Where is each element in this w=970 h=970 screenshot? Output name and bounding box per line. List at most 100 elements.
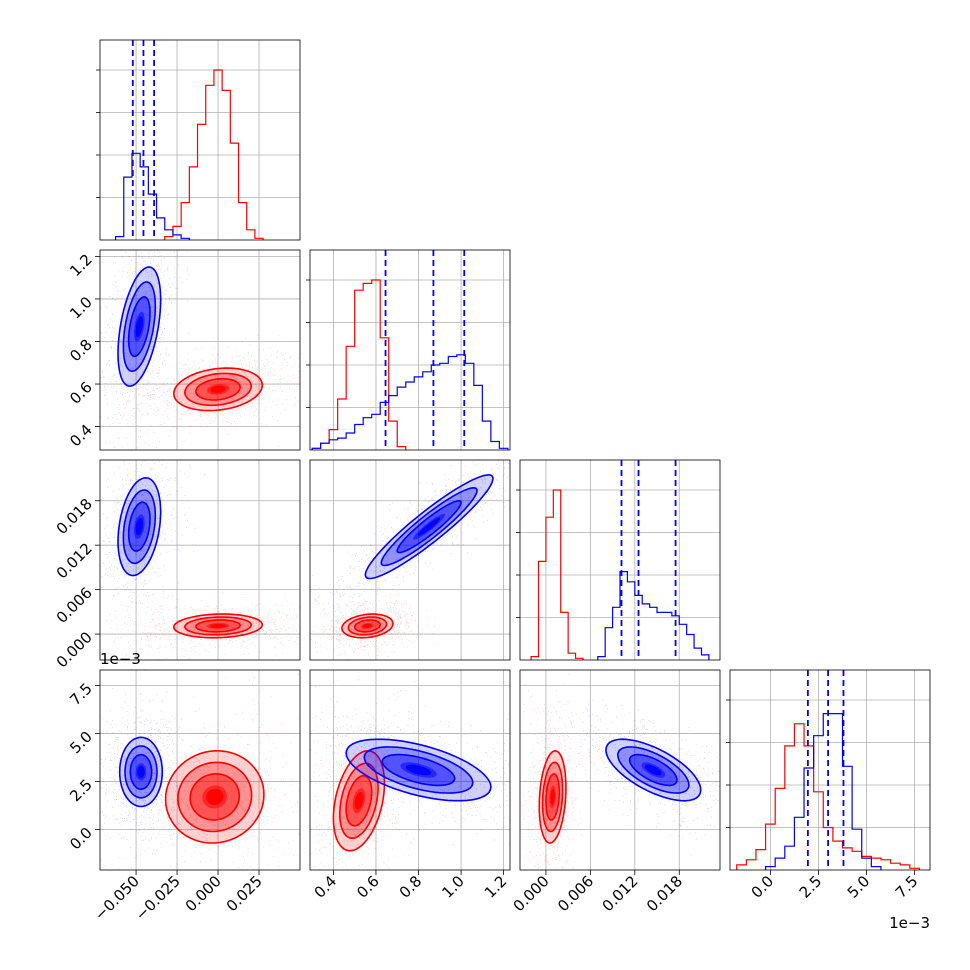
x-tick-label: 1.2 xyxy=(481,872,511,902)
histogram-area xyxy=(736,670,921,870)
joint-panel-3-1 xyxy=(309,669,511,871)
y-tick-label: 0.8 xyxy=(66,336,96,366)
panel-background xyxy=(100,670,300,870)
panel-background xyxy=(100,460,300,660)
contour-line xyxy=(363,746,474,794)
x-tick-label: 0.000 xyxy=(182,872,225,915)
histogram-area xyxy=(311,250,509,450)
y-tick-label: 1.2 xyxy=(66,250,96,280)
axes-frame xyxy=(519,459,721,661)
y-tick-label: 0.012 xyxy=(53,539,96,582)
grid-lines xyxy=(310,460,510,660)
density-core xyxy=(135,316,144,337)
axes-frame xyxy=(519,669,721,871)
x-tick-label: 7.5 xyxy=(892,872,922,902)
density-core xyxy=(135,518,144,536)
contour-line xyxy=(117,476,162,577)
histogram-area xyxy=(114,40,264,240)
contour-line xyxy=(124,745,158,799)
x-exponent-label: 1e−3 xyxy=(889,914,930,932)
histogram-panel-1 xyxy=(309,249,511,451)
histogram-red xyxy=(530,489,584,660)
density-area xyxy=(100,460,300,660)
y-axis-3: 0.0 2.5 5.0 7.5 xyxy=(66,679,100,853)
x-tick-label: 0.018 xyxy=(643,872,686,915)
contour-line xyxy=(347,616,388,636)
histogram-blue xyxy=(311,354,509,450)
joint-panel-2-1 xyxy=(309,459,511,661)
contour-line xyxy=(122,281,157,372)
y-tick-label: 1.0 xyxy=(66,293,96,323)
histogram-panel-2 xyxy=(519,459,721,661)
contour-line xyxy=(380,486,478,567)
contour-line xyxy=(345,775,373,827)
x-tick-label: 5.0 xyxy=(844,872,874,902)
y-axis-1: 0.4 0.6 0.8 1.0 1.2 xyxy=(66,250,100,450)
density-area xyxy=(520,674,720,870)
scatter-blue xyxy=(523,684,720,856)
y-tick-label: 5.0 xyxy=(66,728,96,758)
y-tick-label: 0.4 xyxy=(66,421,96,451)
histogram-blue xyxy=(597,571,710,660)
contour-line xyxy=(127,501,151,552)
density-area xyxy=(100,670,300,870)
x-axis-3: 0.0 2.5 5.0 7.5 xyxy=(748,870,922,902)
density-core xyxy=(206,788,224,805)
x-tick-label: 1.0 xyxy=(438,872,468,902)
y-tick-label: 2.5 xyxy=(66,776,96,806)
y-tick-label: 7.5 xyxy=(66,679,96,709)
contour-line xyxy=(177,761,253,833)
axes-frame xyxy=(309,459,511,661)
y-tick-label: 0.6 xyxy=(66,378,96,408)
contour-line xyxy=(364,474,494,580)
density-core xyxy=(550,788,555,805)
density-area xyxy=(310,670,510,869)
density-core xyxy=(137,765,145,778)
grid-lines xyxy=(100,250,300,450)
contour-line xyxy=(189,773,241,821)
contour-line xyxy=(122,489,157,565)
scatter-points xyxy=(523,684,720,856)
axes-frame xyxy=(309,249,511,451)
y-tick-label: 0.0 xyxy=(66,824,96,854)
grid-lines xyxy=(310,670,510,870)
contour-line xyxy=(628,753,678,787)
scatter-blue xyxy=(100,670,205,870)
x-tick-label: −0.025 xyxy=(132,872,184,924)
panel-background xyxy=(730,670,930,870)
histogram-blue xyxy=(114,152,190,240)
histogram-area xyxy=(530,460,710,660)
contour-line xyxy=(164,750,265,844)
contour-line xyxy=(353,619,382,633)
x-tick-label: 0.0 xyxy=(748,872,778,902)
contour-line xyxy=(127,295,151,358)
joint-panel-3-0 xyxy=(99,669,301,871)
x-tick-label: 0.8 xyxy=(396,872,426,902)
axes-frame xyxy=(99,459,301,661)
histogram-panel-3 xyxy=(729,669,931,871)
contour-line xyxy=(545,772,561,821)
density-core xyxy=(405,764,432,776)
axes-frame xyxy=(309,669,511,871)
axes-frame xyxy=(99,249,301,451)
axes-frame xyxy=(99,669,301,871)
contour-line xyxy=(341,613,394,639)
density-core xyxy=(645,764,662,776)
x-tick-label: 0.4 xyxy=(311,872,341,902)
density-core xyxy=(354,792,364,810)
x-tick-label: 0.006 xyxy=(554,872,597,915)
density-area xyxy=(310,460,510,660)
contour-line xyxy=(195,377,242,401)
contour-line xyxy=(338,762,379,839)
histogram-red xyxy=(736,723,921,870)
scatter-points xyxy=(100,670,205,870)
x-tick-label: 2.5 xyxy=(796,872,826,902)
x-axis-1: 0.4 0.6 0.8 1.0 1.2 xyxy=(311,870,511,902)
y-tick-label: 0.000 xyxy=(53,628,96,671)
contour-line xyxy=(118,736,164,808)
contour-line xyxy=(332,749,386,852)
panel-background xyxy=(310,250,510,450)
density-core xyxy=(418,517,441,536)
